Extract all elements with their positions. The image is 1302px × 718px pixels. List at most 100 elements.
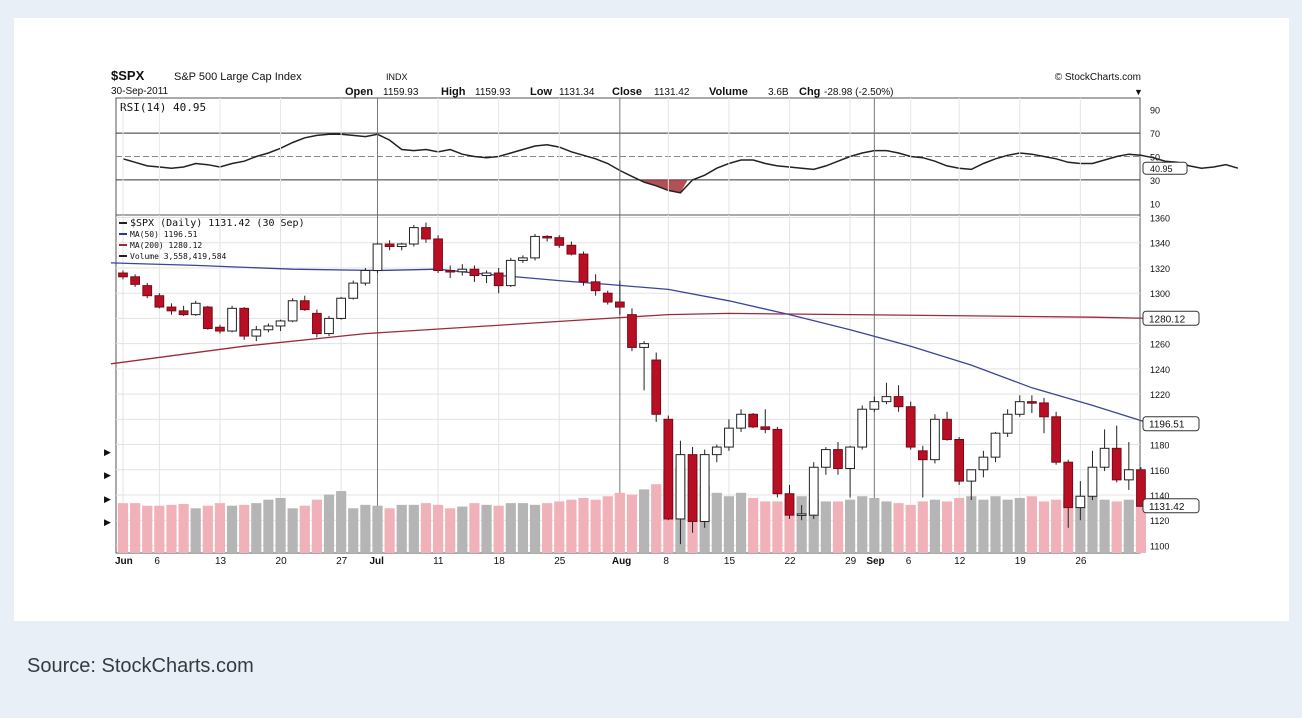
price-tick-label: 1360 <box>1150 214 1170 224</box>
volume-bar <box>1038 501 1050 553</box>
volume-bar <box>457 506 468 553</box>
volume-value: 3.6B <box>768 87 789 98</box>
volume-bar <box>1135 497 1147 553</box>
legend-label: MA(200) 1280.12 <box>130 241 202 250</box>
rsi-tick-label: 70 <box>1150 129 1160 139</box>
volume-bar <box>966 496 977 553</box>
candle-body <box>348 282 359 299</box>
ma200-badge-label: 1280.12 <box>1149 314 1186 325</box>
price-tick-label: 1340 <box>1150 239 1170 249</box>
candle-body <box>881 396 892 403</box>
candle-body <box>251 329 262 337</box>
volume-bar <box>469 503 480 553</box>
index-name: S&P 500 Large Cap Index <box>174 71 302 83</box>
volume-scale-markers: ▶ ▶ ▶ ▶ <box>104 447 111 527</box>
arrow-right-icon: ▶ <box>104 470 111 480</box>
candle-body <box>505 259 516 287</box>
candle-body <box>530 235 540 259</box>
volume-bar <box>1075 497 1086 553</box>
price-legend: $SPX (Daily) 1131.42 (30 Sep)MA(50) 1196… <box>119 218 305 261</box>
candle-body <box>554 237 565 246</box>
exchange-label: INDX <box>386 72 408 82</box>
candle-body <box>215 326 225 332</box>
x-tick-label: 6 <box>906 556 912 567</box>
rsi-value-badge-label: 40.95 <box>1150 164 1173 174</box>
x-tick-label: Jun <box>115 556 133 567</box>
volume-bar <box>941 501 953 553</box>
rsi-legend: RSI(14) 40.95 <box>120 101 206 114</box>
candle-body <box>360 269 371 284</box>
volume-bar <box>275 497 286 553</box>
candle-body <box>421 227 431 240</box>
volume-bar <box>929 499 941 553</box>
candle-body <box>384 243 395 248</box>
candle-body <box>808 466 819 516</box>
high-value: 1159.93 <box>475 87 511 98</box>
candle-body <box>699 454 710 522</box>
candle-body <box>1099 447 1110 468</box>
arrow-right-icon: ▶ <box>104 517 111 527</box>
price-tick-label: 1300 <box>1150 289 1170 299</box>
volume-bar <box>348 508 359 553</box>
volume-bar <box>626 494 638 553</box>
close-badge-label: 1131.42 <box>1149 502 1185 513</box>
volume-bar <box>772 501 783 553</box>
candle-body <box>966 469 977 482</box>
candle-body <box>990 432 1001 458</box>
candle-body <box>312 312 322 335</box>
candle-body <box>845 446 855 469</box>
volume-bar <box>408 504 419 553</box>
volume-bar <box>166 504 177 553</box>
x-tick-label: 6 <box>154 556 160 567</box>
candle-body <box>1136 469 1146 507</box>
volume-bar <box>190 508 201 553</box>
candle-body <box>1087 466 1098 497</box>
x-tick-label: 26 <box>1075 556 1087 567</box>
volume-bar <box>493 505 504 553</box>
volume-bar <box>893 503 904 553</box>
volume-bar <box>529 504 541 553</box>
volume-bar <box>602 496 613 553</box>
candle-body <box>518 257 528 261</box>
volume-bar <box>420 503 432 553</box>
candle-body <box>542 235 553 239</box>
high-label: High <box>441 86 466 98</box>
volume-bar <box>566 499 577 553</box>
x-tick-label: 18 <box>494 556 506 567</box>
volume-label: Volume <box>709 86 748 98</box>
candle-body <box>154 295 165 308</box>
x-tick-label: 29 <box>845 556 857 567</box>
volume-bar <box>832 501 844 553</box>
price-tick-label: 1120 <box>1150 516 1169 526</box>
volume-bar <box>1111 501 1122 553</box>
rsi-tick-label: 90 <box>1150 106 1160 116</box>
candle-body <box>287 300 298 322</box>
volume-bar <box>142 505 153 553</box>
price-tick-label: 1180 <box>1150 441 1169 451</box>
candle-body <box>930 418 940 461</box>
volume-bar <box>796 496 807 553</box>
volume-bar <box>323 494 335 553</box>
volume-bar <box>505 503 516 553</box>
chg-dropdown-icon[interactable]: ▼ <box>1134 87 1143 97</box>
candle-body <box>978 456 989 471</box>
candle-body <box>954 438 965 482</box>
arrow-right-icon: ▶ <box>104 447 111 457</box>
candle-body <box>130 276 140 285</box>
volume-bar <box>1002 499 1013 553</box>
volume-bar <box>239 504 250 553</box>
volume-bar <box>845 499 856 553</box>
chg-value: -28.98 (-2.50%) <box>824 87 893 98</box>
candle-body <box>372 243 383 271</box>
candle-body <box>614 301 625 308</box>
volume-bar <box>857 496 868 553</box>
candle-body <box>651 359 662 415</box>
candle-body <box>784 493 795 516</box>
ma200-line <box>110 312 1154 365</box>
symbol-label: $SPX <box>111 68 145 83</box>
ma50-badge <box>1142 416 1200 432</box>
candle-body <box>833 449 843 470</box>
candle-body <box>1111 447 1122 481</box>
close-value: 1131.42 <box>654 87 690 98</box>
